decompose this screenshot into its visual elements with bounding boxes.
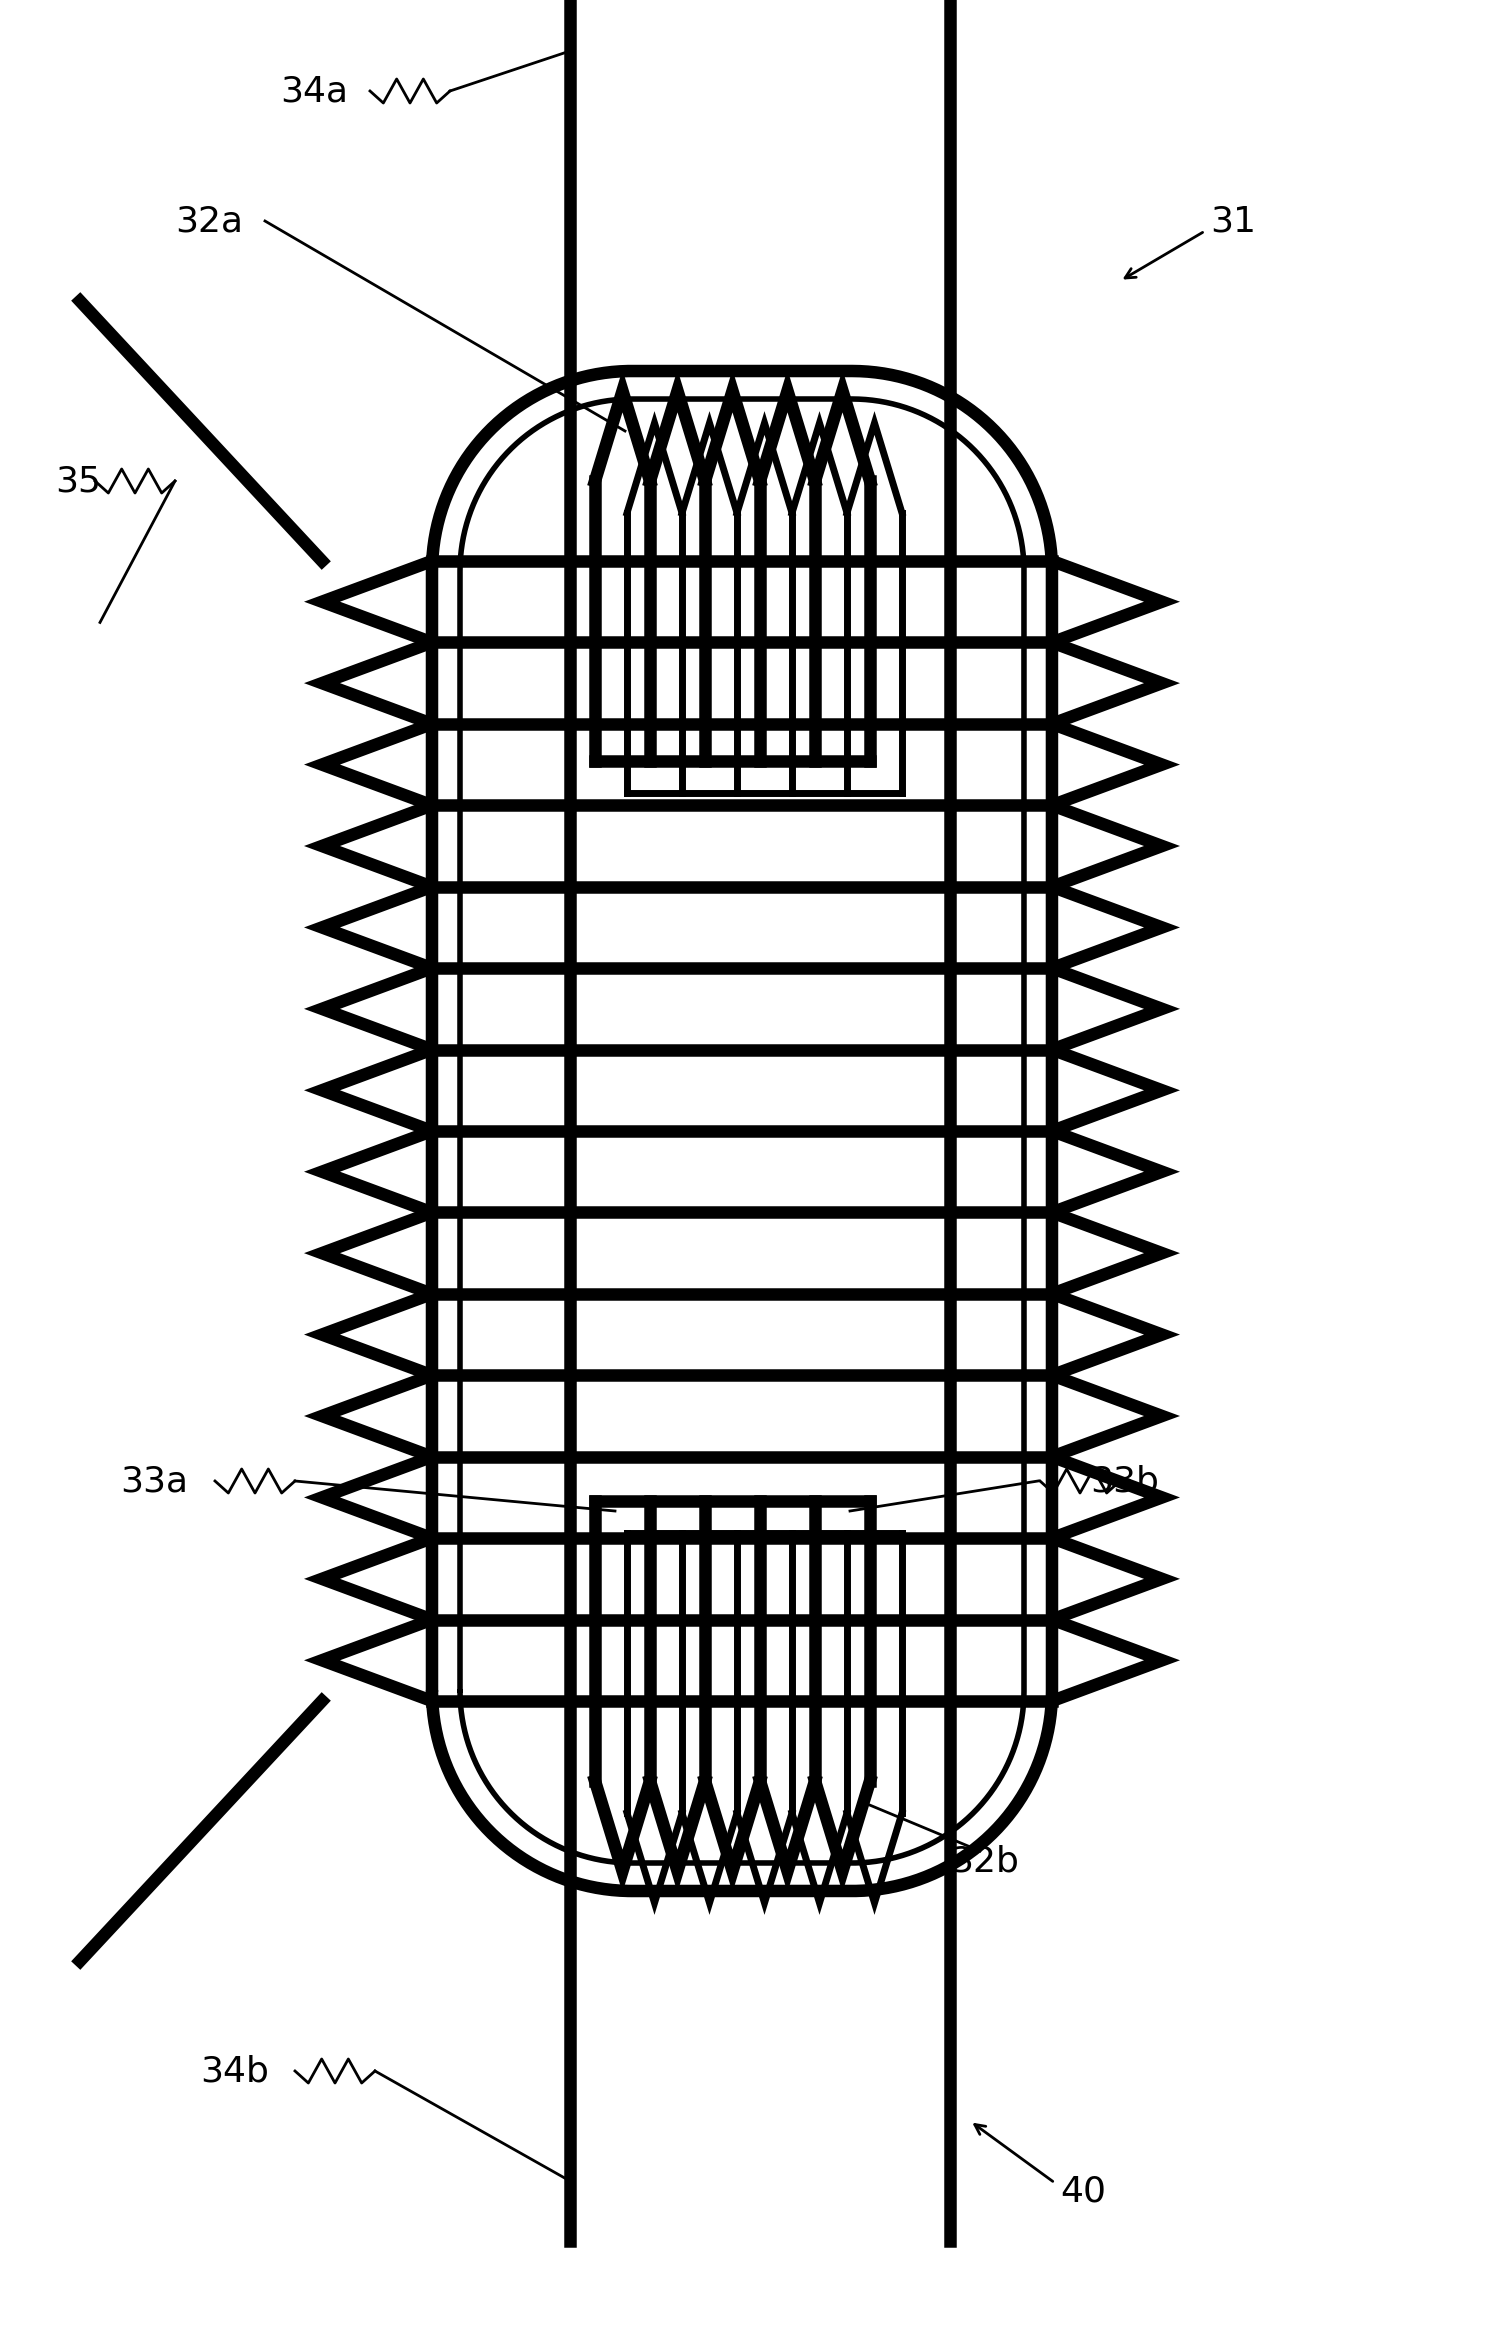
Text: 32a: 32a — [175, 205, 244, 237]
Text: 33a: 33a — [120, 1465, 189, 1498]
Text: 34a: 34a — [281, 73, 347, 108]
Text: 33b: 33b — [1090, 1465, 1158, 1498]
Text: 32b: 32b — [950, 1843, 1019, 1878]
Text: 31: 31 — [1210, 205, 1256, 237]
Text: 40: 40 — [1060, 2175, 1106, 2208]
Text: 35: 35 — [55, 463, 101, 498]
Text: 34b: 34b — [200, 2055, 269, 2088]
